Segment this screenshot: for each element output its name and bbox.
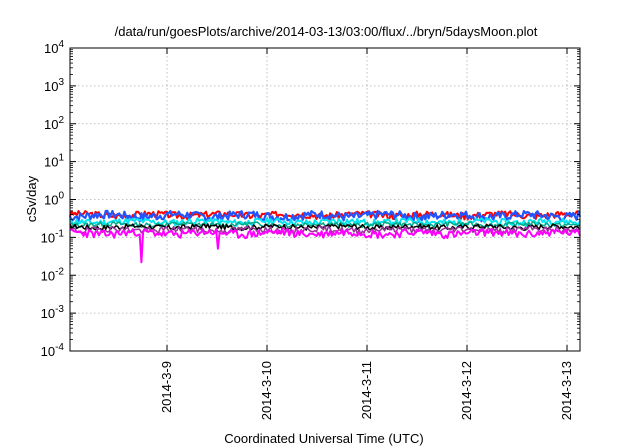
y-tick-label: 10-2 [41, 266, 65, 283]
x-tick-label: 2014-3-12 [459, 361, 474, 420]
x-axis-label: Coordinated Universal Time (UTC) [224, 431, 423, 446]
series-line [69, 228, 581, 264]
y-tick-label: 10-4 [41, 342, 65, 359]
y-axis-label: cSv/day [24, 175, 39, 222]
y-tick-label: 102 [44, 115, 64, 132]
x-tick-label: 2014-3-13 [559, 361, 574, 420]
series-line [68, 209, 582, 223]
y-tick-label: 10-1 [41, 228, 65, 245]
y-tick-label: 100 [44, 191, 64, 208]
x-tick-label: 2014-3-9 [159, 361, 174, 413]
y-tick-labels: 10-4 10-3 10-2 10-1 100 101 102 103 104 [41, 39, 65, 359]
y-tick-label: 103 [44, 77, 64, 94]
y-tick-label: 10-3 [41, 304, 65, 321]
ticks [70, 47, 580, 352]
series-group [68, 209, 582, 264]
x-tick-label: 2014-3-11 [359, 361, 374, 419]
series-line [69, 217, 581, 227]
y-tick-label: 104 [44, 39, 64, 56]
series-line [69, 225, 581, 235]
y-tick-label: 101 [44, 153, 64, 170]
x-tick-labels: 2014-3-9 2014-3-10 2014-3-11 2014-3-12 2014-… [159, 361, 574, 420]
x-tick-label: 2014-3-10 [259, 361, 274, 420]
grid [70, 48, 580, 351]
chart-title: /data/run/goesPlots/archive/2014-03-13/0… [115, 24, 538, 39]
